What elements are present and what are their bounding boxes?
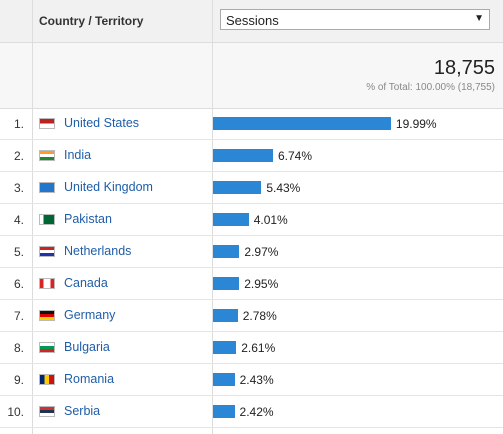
row-separator bbox=[0, 299, 503, 300]
rank: 10. bbox=[7, 405, 24, 419]
column-header[interactable]: Country / Territory bbox=[39, 14, 144, 28]
row-separator bbox=[0, 267, 503, 268]
value-label: 2.42% bbox=[239, 405, 274, 419]
bar bbox=[213, 309, 238, 322]
flag-icon bbox=[39, 214, 55, 225]
divider bbox=[32, 0, 33, 434]
dropdown-text: Sessions bbox=[226, 13, 279, 28]
country-link[interactable]: Netherlands bbox=[64, 244, 132, 258]
flag-icon bbox=[39, 150, 55, 161]
value-label: 2.95% bbox=[244, 277, 279, 291]
country-link[interactable]: United Kingdom bbox=[64, 180, 153, 194]
rank: 4. bbox=[13, 213, 24, 227]
rank: 9. bbox=[13, 373, 24, 387]
dropdown-arrow: ▼ bbox=[474, 13, 484, 24]
row-separator bbox=[0, 427, 503, 428]
row-separator bbox=[0, 203, 503, 204]
country-link[interactable]: Serbia bbox=[64, 404, 101, 418]
bar bbox=[213, 341, 237, 354]
bar bbox=[213, 373, 235, 386]
flag-icon bbox=[39, 278, 55, 289]
row-separator bbox=[0, 139, 503, 140]
bar bbox=[213, 117, 391, 130]
rank: 1. bbox=[13, 117, 24, 131]
row-separator bbox=[0, 395, 503, 396]
metric-dropdown[interactable]: Sessions ▼ bbox=[220, 9, 490, 30]
bar bbox=[213, 213, 249, 226]
value-label: 2.97% bbox=[244, 245, 279, 259]
value-label: 19.99% bbox=[395, 117, 437, 131]
value-label: 2.43% bbox=[239, 373, 274, 387]
value-label: 2.61% bbox=[241, 341, 276, 355]
total-note: % of Total: 100.00% (18,755) bbox=[366, 82, 495, 93]
flag-icon bbox=[39, 342, 55, 353]
rank: 2. bbox=[13, 149, 24, 163]
country-link[interactable]: Germany bbox=[64, 308, 116, 322]
row-separator bbox=[0, 171, 503, 172]
flag-icon bbox=[39, 406, 55, 417]
bar bbox=[213, 181, 262, 194]
value-label: 4.01% bbox=[253, 213, 288, 227]
value-label: 5.43% bbox=[266, 181, 301, 195]
row-separator bbox=[0, 331, 503, 332]
value-label: 6.74% bbox=[277, 149, 313, 163]
country-link[interactable]: Canada bbox=[64, 276, 108, 290]
country-link[interactable]: Romania bbox=[64, 372, 115, 386]
rank: 3. bbox=[13, 181, 24, 195]
flag-icon bbox=[39, 374, 55, 385]
flag-icon bbox=[39, 310, 55, 321]
value-label: 2.78% bbox=[242, 309, 277, 323]
country-link[interactable]: Pakistan bbox=[64, 212, 112, 226]
flag-icon bbox=[39, 246, 55, 257]
rank: 6. bbox=[13, 277, 24, 291]
rank: 5. bbox=[13, 245, 24, 259]
row-separator bbox=[0, 235, 503, 236]
row-separator bbox=[0, 363, 503, 364]
rank: 8. bbox=[13, 341, 24, 355]
divider bbox=[212, 0, 213, 434]
total-row bbox=[0, 43, 503, 109]
bar bbox=[213, 277, 240, 290]
country-link[interactable]: Bulgaria bbox=[64, 340, 110, 354]
flag-icon bbox=[39, 118, 55, 129]
bar bbox=[213, 245, 240, 258]
bar bbox=[213, 149, 273, 162]
bar bbox=[213, 405, 235, 418]
flag-icon bbox=[39, 182, 55, 193]
country-link[interactable]: United States bbox=[64, 116, 140, 130]
rank: 7. bbox=[13, 309, 24, 323]
total-value: 18,755 bbox=[433, 57, 495, 79]
country-link[interactable]: India bbox=[64, 148, 92, 162]
